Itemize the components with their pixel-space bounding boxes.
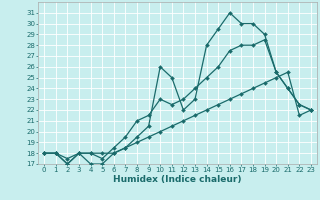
X-axis label: Humidex (Indice chaleur): Humidex (Indice chaleur) <box>113 175 242 184</box>
